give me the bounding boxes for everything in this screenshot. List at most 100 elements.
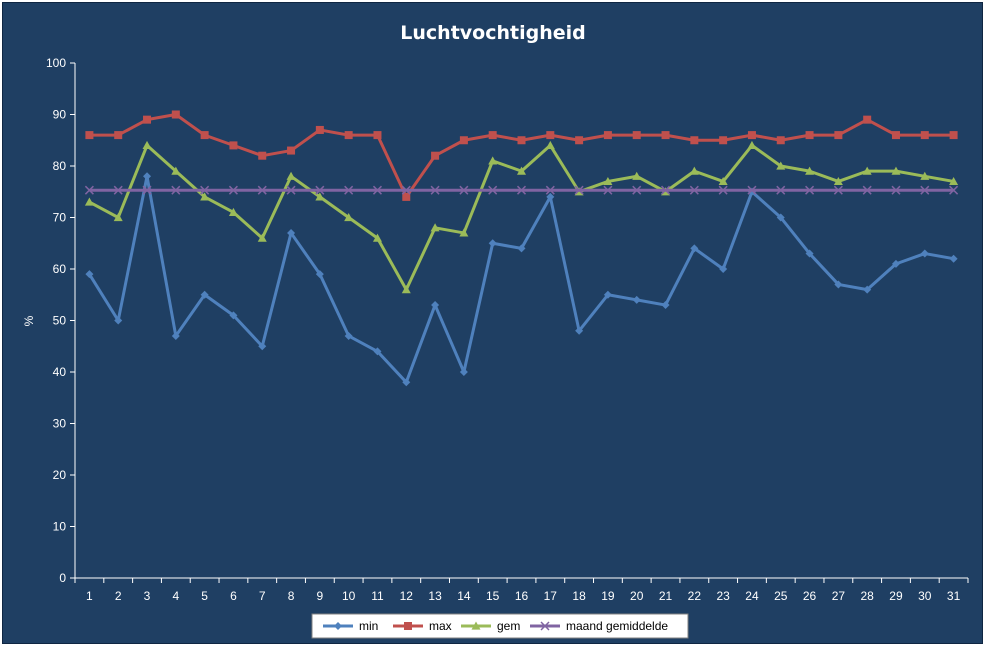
data-point-max: [776, 136, 785, 145]
x-tick-label: 27: [832, 589, 846, 603]
data-point-maand-gemiddelde-stroke: [228, 185, 238, 195]
data-point-max: [85, 131, 94, 140]
data-point-max: [114, 131, 123, 140]
data-point-maand-gemiddelde-stroke: [315, 185, 325, 195]
y-tick-label: 40: [53, 365, 67, 379]
y-tick-label: 90: [53, 108, 67, 122]
data-point-maand-gemiddelde-stroke: [603, 185, 613, 195]
data-point-maand-gemiddelde: [516, 185, 527, 195]
data-point-gem: [401, 285, 411, 294]
data-point-min: [863, 285, 872, 294]
data-point-maand-gemiddelde: [718, 185, 728, 195]
data-point-maand-gemiddelde: [257, 185, 267, 195]
legend-marker-gem: [471, 621, 481, 630]
data-point-max: [661, 131, 670, 140]
x-tick-label: 5: [201, 589, 208, 603]
series-gem: [84, 140, 959, 294]
data-point-gem: [488, 156, 498, 165]
data-point-maand-gemiddelde: [84, 185, 94, 195]
legend-item-max: max: [393, 619, 452, 633]
data-point-min: [517, 244, 526, 253]
data-point-min: [200, 290, 209, 299]
data-point-max: [229, 141, 238, 150]
legend-item-min: min: [323, 619, 378, 633]
data-point-min: [344, 331, 353, 340]
data-point-min: [546, 192, 555, 201]
data-point-maand-gemiddelde: [344, 185, 354, 195]
data-point-min: [949, 254, 958, 263]
data-point-max: [632, 131, 641, 140]
data-point-gem: [920, 171, 930, 180]
data-point-max: [949, 131, 958, 140]
y-axis-label: %: [22, 315, 36, 326]
data-point-max: [517, 136, 526, 145]
data-point-maand-gemiddelde: [545, 185, 555, 195]
legend-marker-maand-gemiddelde-stroke: [540, 621, 550, 631]
data-point-maand-gemiddelde: [603, 185, 613, 195]
data-point-gem: [776, 161, 786, 170]
legend-box: [311, 613, 689, 639]
data-point-gem: [171, 166, 181, 175]
data-point-maand-gemiddelde-stroke: [344, 185, 354, 195]
data-point-gem: [891, 166, 901, 175]
data-point-min: [114, 316, 123, 325]
legend-marker-min: [334, 622, 342, 630]
x-tick-label: 4: [172, 589, 179, 603]
data-point-min: [920, 249, 929, 258]
data-point-gem: [632, 171, 642, 180]
data-point-maand-gemiddelde: [315, 185, 325, 195]
data-point-maand-gemiddelde-stroke: [84, 185, 94, 195]
data-point-gem: [286, 171, 296, 180]
data-point-max: [575, 136, 584, 145]
data-point-min: [488, 239, 497, 248]
y-tick-label: 0: [59, 571, 66, 585]
legend-label-gem: gem: [497, 619, 520, 633]
series-line-min: [88, 174, 954, 384]
data-point-maand-gemiddelde: [776, 185, 786, 195]
data-point-min: [143, 172, 152, 181]
data-point-max: [200, 131, 209, 140]
x-tick-label: 6: [230, 589, 237, 603]
data-point-maand-gemiddelde-stroke: [459, 185, 469, 195]
data-point-maand-gemiddelde: [805, 185, 815, 195]
data-point-gem: [200, 192, 210, 201]
x-tick-label: 21: [659, 589, 673, 603]
data-point-min: [229, 311, 238, 320]
data-point-maand-gemiddelde: [949, 185, 959, 195]
x-tick-label: 26: [803, 589, 817, 603]
legend-item-maand-gemiddelde: maand gemiddelde: [530, 619, 668, 633]
x-tick-label: 17: [544, 589, 558, 603]
x-tick-label: 14: [457, 589, 471, 603]
x-tick-label: 15: [486, 589, 500, 603]
data-point-min: [459, 368, 468, 376]
data-point-gem: [459, 228, 469, 237]
series-max: [85, 110, 958, 201]
data-point-maand-gemiddelde-stroke: [516, 185, 527, 195]
data-point-gem: [949, 176, 959, 186]
data-point-maand-gemiddelde: [286, 185, 296, 195]
data-point-max: [805, 131, 814, 140]
data-point-maand-gemiddelde: [689, 185, 699, 195]
y-tick-label: 50: [53, 314, 67, 328]
data-point-max: [603, 131, 612, 140]
x-tick-label: 30: [918, 589, 932, 603]
data-point-min: [258, 342, 267, 351]
data-point-max: [143, 115, 152, 124]
data-point-gem: [747, 140, 757, 149]
data-point-min: [661, 301, 670, 310]
data-point-max: [344, 131, 353, 140]
y-tick-label: 80: [53, 159, 67, 173]
series-min: [85, 172, 958, 387]
data-point-maand-gemiddelde: [171, 185, 181, 195]
data-point-min: [891, 259, 900, 268]
data-point-min: [431, 301, 440, 310]
data-point-gem: [603, 176, 613, 186]
data-point-max: [402, 192, 411, 201]
data-point-gem: [372, 233, 382, 242]
x-tick-label: 16: [515, 589, 529, 603]
data-point-max: [834, 131, 843, 140]
x-tick-label: 3: [144, 589, 151, 603]
data-point-gem: [805, 166, 815, 175]
y-tick-label: 100: [46, 56, 66, 70]
data-point-maand-gemiddelde-stroke: [171, 185, 181, 195]
